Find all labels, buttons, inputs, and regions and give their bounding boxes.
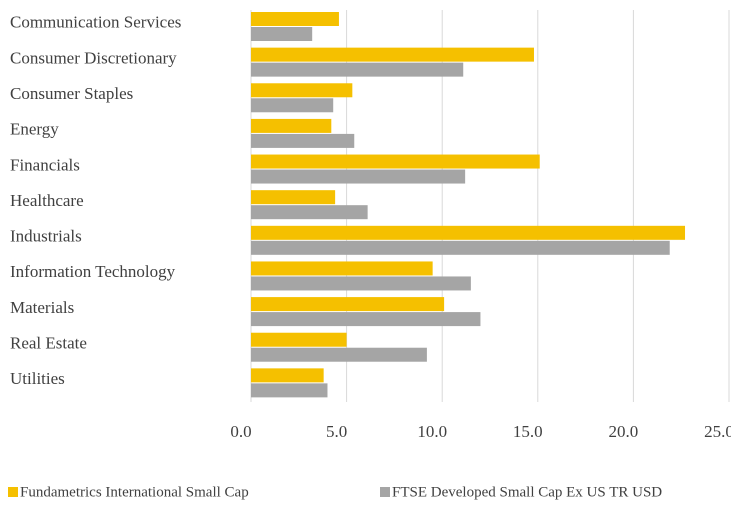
bar — [251, 118, 332, 133]
y-tick-label: Industrials — [10, 227, 82, 246]
bar — [251, 312, 481, 327]
y-tick-label: Real Estate — [10, 333, 87, 352]
y-tick-label: Consumer Discretionary — [10, 48, 177, 67]
x-tick-label: 5.0 — [326, 422, 347, 441]
x-tick-label: 15.0 — [513, 422, 543, 441]
bar — [251, 133, 355, 148]
x-tick-label: 20.0 — [609, 422, 639, 441]
legend-swatch — [8, 487, 18, 497]
y-tick-label: Healthcare — [10, 191, 84, 210]
y-tick-label: Utilities — [10, 369, 65, 388]
bar — [251, 332, 347, 347]
y-tick-label: Materials — [10, 298, 74, 317]
x-tick-label: 25.0 — [704, 422, 731, 441]
bar — [251, 98, 334, 113]
bar — [251, 27, 313, 41]
legend-swatch — [380, 487, 390, 497]
bar — [251, 62, 464, 77]
bar — [251, 383, 328, 398]
bar — [251, 154, 540, 169]
bar — [251, 225, 686, 240]
y-tick-label: Communication Services — [10, 13, 181, 32]
bar — [251, 190, 336, 205]
bar — [251, 347, 427, 362]
x-tick-label: 10.0 — [417, 422, 447, 441]
y-tick-label: Financials — [10, 155, 80, 174]
bar — [251, 169, 466, 184]
bar — [251, 240, 670, 255]
y-tick-label: Information Technology — [10, 262, 176, 281]
y-tick-label: Consumer Staples — [10, 84, 133, 103]
bar — [251, 205, 368, 220]
y-tick-label: Energy — [10, 120, 59, 139]
bar — [251, 47, 534, 62]
bar — [251, 297, 445, 312]
bar — [251, 276, 471, 291]
legend-label: FTSE Developed Small Cap Ex US TR USD — [392, 484, 662, 500]
bar — [251, 261, 433, 276]
bar — [251, 12, 339, 26]
legend-label: Fundametrics International Small Cap — [20, 484, 249, 500]
x-tick-label: 0.0 — [230, 422, 251, 441]
bar — [251, 83, 353, 98]
bar — [251, 368, 324, 383]
